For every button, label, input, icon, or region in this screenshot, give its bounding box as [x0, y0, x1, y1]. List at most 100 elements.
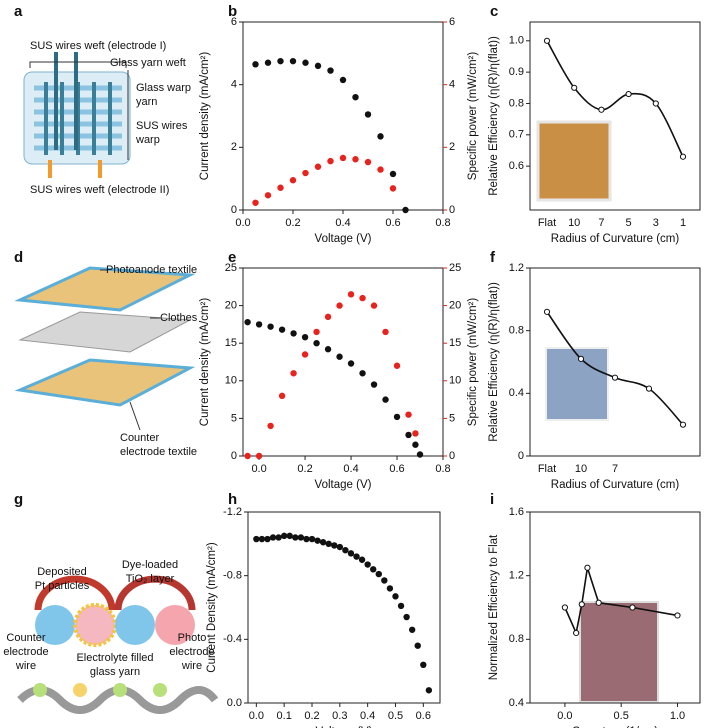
point: [324, 346, 332, 353]
plot-frame: [247, 511, 441, 704]
point: [381, 577, 388, 584]
x-tick-label: 0.8: [435, 463, 450, 475]
point: [347, 360, 355, 367]
marker: [679, 153, 687, 160]
y-tick-label: -0.8: [223, 570, 242, 582]
leader-lines: [100, 269, 160, 431]
label: Photoanode textile: [106, 264, 197, 276]
y-tick-label: 0.7: [509, 129, 524, 141]
point: [403, 613, 410, 621]
plot-frame: [242, 267, 444, 457]
point: [278, 392, 286, 400]
marker: [584, 564, 591, 571]
marker: [625, 90, 632, 98]
label: glass yarn: [90, 666, 140, 678]
point: [342, 547, 349, 554]
point: [267, 323, 274, 330]
diagram-g: g Deposited Pt particles Dye-loaded TiO₂…: [3, 491, 219, 714]
point: [336, 302, 343, 309]
label: electrode: [169, 646, 214, 658]
point: [359, 294, 366, 302]
photoanode-textile: [14, 266, 196, 312]
point: [277, 57, 284, 65]
x-tick-label: 0.0: [557, 710, 572, 722]
label: Counter: [120, 432, 159, 444]
y2-axis-title: Specific power (mW/cm²): [467, 52, 479, 181]
point: [370, 302, 378, 309]
x-tick-label: 0.2: [304, 710, 319, 722]
panel-label: c: [490, 3, 498, 20]
point: [277, 184, 284, 191]
label: TiO₂ layer: [126, 573, 175, 585]
y-tick-label: 0: [518, 450, 524, 462]
y2-tick-label: 20: [449, 300, 461, 312]
y-tick-label: 2: [231, 141, 237, 153]
y-tick-label: 1.2: [509, 570, 524, 582]
point: [314, 537, 321, 544]
point: [412, 441, 419, 448]
inset-photo: [545, 347, 609, 421]
point: [416, 451, 424, 458]
counter-wire: [115, 605, 155, 645]
point: [389, 185, 397, 192]
y2-tick-label: 15: [449, 337, 461, 349]
point: [302, 59, 309, 66]
y-tick-label: 0.4: [509, 697, 524, 709]
point: [289, 177, 297, 184]
point: [264, 192, 272, 199]
x-tick-label: 1.0: [670, 710, 685, 722]
point: [375, 570, 382, 578]
x-tick-label: 7: [612, 463, 618, 475]
label: Dye-loaded: [122, 559, 178, 571]
point: [425, 687, 433, 694]
y2-tick-label: 4: [449, 79, 455, 91]
y-tick-label: 0.8: [509, 325, 524, 337]
marker: [645, 385, 653, 392]
clothes: [18, 311, 192, 353]
marker: [652, 100, 659, 107]
panel-label: h: [228, 491, 237, 508]
y2-tick-label: 5: [449, 412, 455, 424]
point: [314, 163, 322, 170]
tio2-layer: [114, 575, 196, 611]
panel-label: f: [490, 249, 496, 266]
point: [339, 76, 347, 84]
point: [290, 370, 297, 377]
glass-yarn: [73, 603, 117, 647]
point: [392, 593, 399, 600]
label: Photo: [178, 632, 207, 644]
label: electrode: [3, 646, 48, 658]
point: [353, 553, 360, 560]
wire: [113, 683, 127, 697]
wire: [33, 683, 47, 697]
x-axis-title: Voltage (V): [315, 233, 372, 245]
y-tick-label: 10: [225, 375, 237, 387]
x-tick-label: 0.8: [435, 217, 450, 229]
marker: [543, 308, 551, 315]
marker: [629, 604, 636, 611]
y-axis-title: Normalized Efficiency to Flat: [488, 534, 500, 680]
point: [275, 534, 282, 541]
panel-label: e: [228, 249, 236, 266]
label: SUS wires: [136, 120, 188, 132]
marker: [578, 601, 585, 608]
point: [286, 532, 293, 540]
marker: [595, 599, 602, 606]
x-tick-label: 0.3: [332, 710, 347, 722]
x-tick-label: 0.0: [251, 463, 266, 475]
x-axis-title: Voltage (V): [316, 726, 373, 728]
point: [325, 540, 332, 548]
marker: [561, 604, 569, 611]
x-tick-label: Flat: [538, 217, 556, 229]
y2-tick-label: 10: [449, 375, 461, 387]
brackets: [29, 61, 129, 160]
point: [364, 158, 372, 166]
point: [269, 534, 277, 541]
label: Electrolyte filled: [76, 652, 153, 664]
pt-layer: [34, 575, 116, 611]
x-tick-label: 0.6: [385, 217, 400, 229]
y-tick-label: 1.0: [509, 35, 524, 47]
point: [313, 328, 320, 336]
point: [308, 535, 316, 543]
point: [327, 67, 334, 74]
